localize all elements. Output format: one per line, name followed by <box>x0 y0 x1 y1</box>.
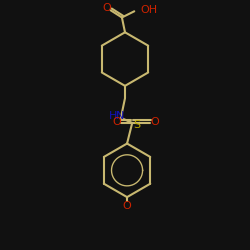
Text: OH: OH <box>141 5 158 15</box>
Text: O: O <box>150 117 159 127</box>
Text: O: O <box>102 3 111 13</box>
Text: O: O <box>112 117 121 127</box>
Text: H: H <box>109 111 117 121</box>
Text: N: N <box>116 111 124 121</box>
Text: O: O <box>123 201 132 211</box>
Text: S: S <box>133 120 140 130</box>
